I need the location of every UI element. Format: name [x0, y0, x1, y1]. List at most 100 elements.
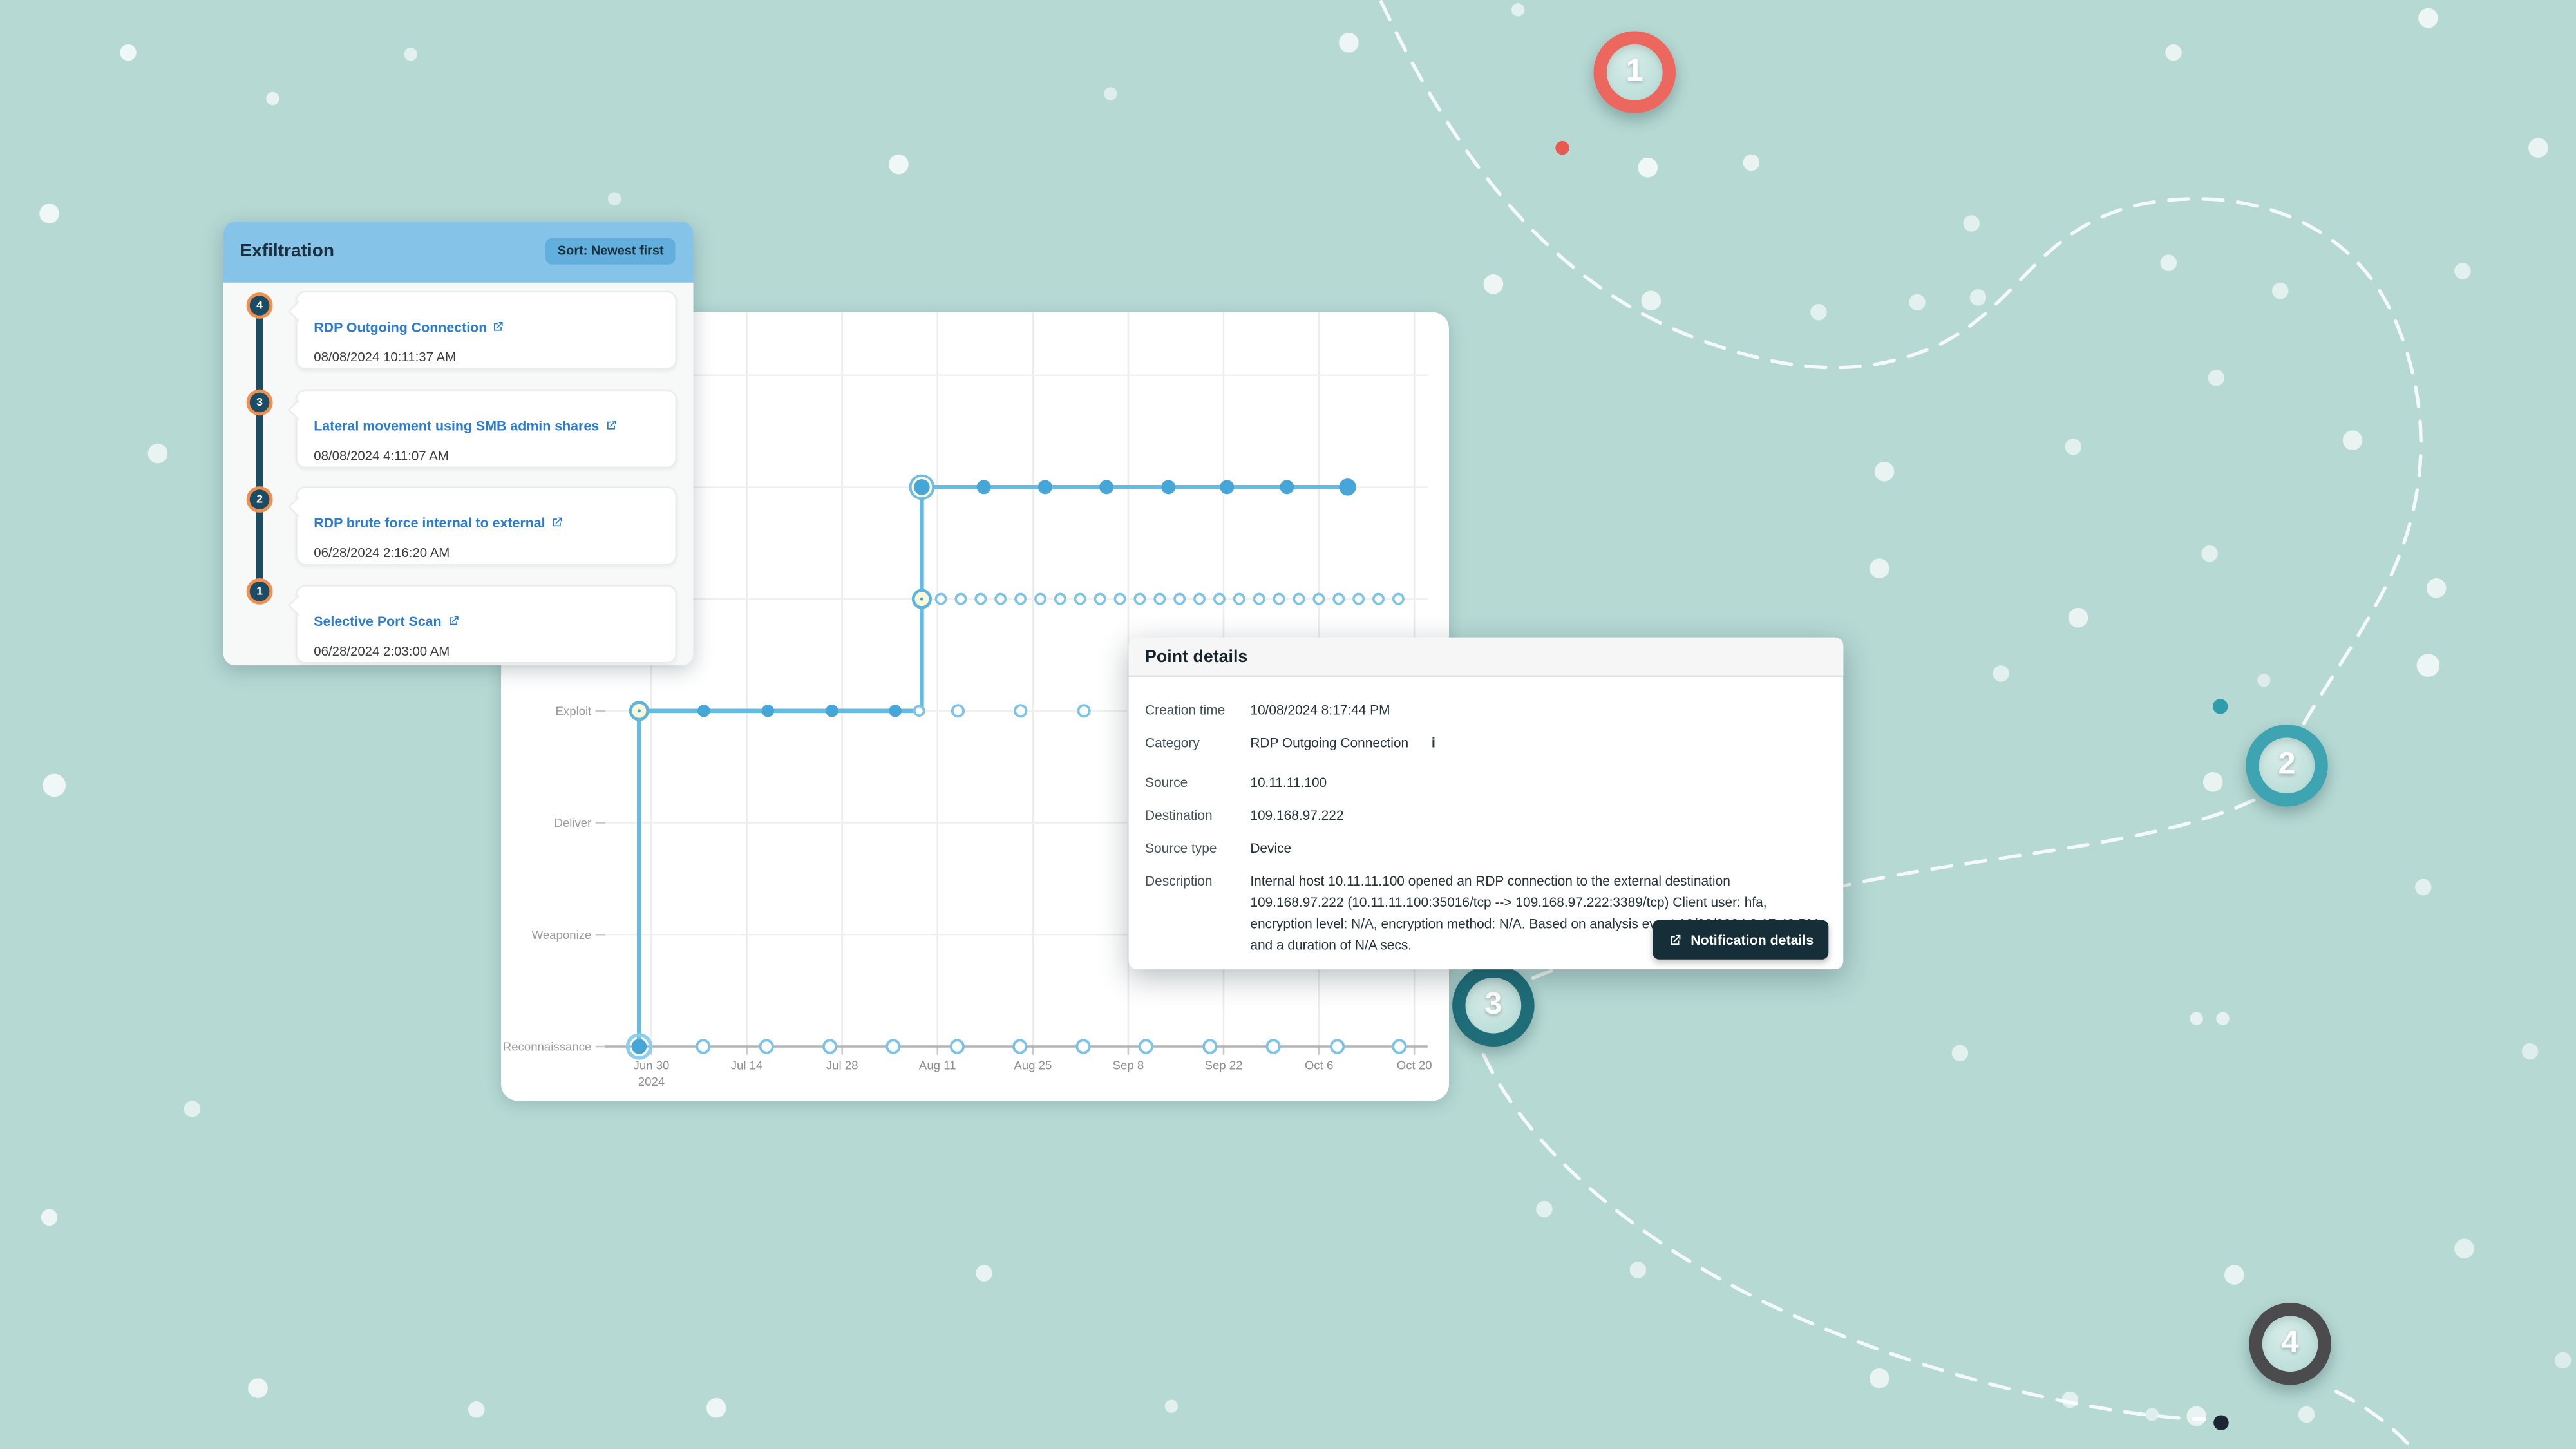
background-dot — [2257, 673, 2271, 687]
popup-title: Point details — [1145, 647, 1248, 667]
notification-timestamp: 06/28/2024 2:16:20 AM — [314, 545, 450, 560]
svg-text:Deliver: Deliver — [554, 816, 591, 829]
notification-link-label: Selective Port Scan — [314, 612, 442, 630]
chart-point-hollow — [1392, 1039, 1407, 1054]
dashed-path-decoration — [2334, 1390, 2415, 1449]
background-dot — [2416, 654, 2440, 677]
field-value: 10/08/2024 8:17:44 PM — [1250, 703, 1390, 718]
background-dot — [2414, 878, 2432, 896]
background-dot — [607, 192, 621, 205]
timeline-badge-1: 1 — [246, 578, 273, 605]
background-dot — [1810, 303, 1827, 321]
chart-point-hollow — [913, 705, 925, 717]
external-link-icon — [553, 517, 562, 527]
field-label: Category — [1145, 735, 1200, 751]
exfiltration-panel-header: Exfiltration Sort: Newest first — [223, 222, 694, 283]
chart-point-hollow — [994, 592, 1007, 605]
milestone-label: 2 — [2278, 747, 2296, 782]
notification-timestamp: 08/08/2024 10:11:37 AM — [314, 350, 457, 365]
chart-point-hollow — [1014, 704, 1028, 718]
chart-point-hollow — [1014, 592, 1027, 605]
background-dot — [43, 773, 66, 797]
milestone-2-badge: 2 — [2246, 724, 2328, 807]
chart-point-hollow — [949, 1039, 965, 1054]
notification-details-button-label: Notification details — [1690, 931, 1814, 948]
milestone-1-badge: 1 — [1593, 31, 1676, 114]
background-dot — [1870, 1368, 1889, 1388]
chart-point-hollow — [954, 592, 967, 605]
chart-point-solid — [1161, 480, 1176, 495]
background-dot — [889, 154, 909, 175]
chart-points[interactable] — [625, 474, 1407, 1060]
background-dot — [2342, 430, 2363, 450]
chart-point-hollow — [1372, 592, 1385, 605]
chart-point-hollow — [1330, 1039, 1345, 1054]
background-dot — [404, 47, 417, 61]
notification-link[interactable]: RDP brute force internal to external — [314, 514, 563, 531]
svg-text:Oct 20: Oct 20 — [1397, 1059, 1432, 1072]
chart-point-hollow — [1034, 592, 1046, 605]
background-dot — [1969, 289, 1987, 306]
background-dot — [41, 1209, 58, 1226]
timeline-item: Lateral movement using SMB admin shares … — [296, 389, 677, 469]
info-icon[interactable]: i — [1431, 734, 1435, 751]
chart-point-hollow — [1233, 592, 1245, 605]
milestone-4-badge: 4 — [2249, 1302, 2331, 1385]
background-dot — [1511, 3, 1525, 17]
notification-link-label: RDP Outgoing Connection — [314, 318, 488, 336]
panel-title: Exfiltration — [240, 241, 335, 261]
accent-dot — [2212, 699, 2228, 714]
chart-point-hollow — [974, 592, 987, 605]
field-label: Destination — [1145, 808, 1213, 824]
background-dot — [2216, 1012, 2230, 1025]
background-dot — [1870, 558, 1889, 578]
background-dot — [2061, 1391, 2079, 1408]
background-dot — [2165, 44, 2182, 61]
background-dot — [266, 91, 279, 106]
chart-point-hollow — [1312, 592, 1325, 605]
notification-link-label: RDP brute force internal to external — [314, 514, 545, 531]
background-dot — [706, 1397, 726, 1418]
notification-link[interactable]: Lateral movement using SMB admin shares — [314, 417, 617, 433]
field-label: Source type — [1145, 841, 1217, 857]
notification-link[interactable]: RDP Outgoing Connection — [314, 318, 505, 336]
background-dot — [2454, 263, 2471, 279]
background-dot — [2224, 1265, 2244, 1285]
sort-button[interactable]: Sort: Newest first — [546, 238, 676, 265]
background-dot — [147, 443, 168, 464]
chart-point-hollow — [1133, 592, 1146, 605]
chart-point-solid — [1220, 480, 1235, 495]
dashed-path-decoration — [1513, 798, 2256, 988]
chart-point-hollow — [934, 592, 947, 605]
background-dot — [976, 1265, 992, 1282]
background-dot — [184, 1101, 201, 1117]
selected-point-center — [637, 709, 641, 713]
background-dot — [2202, 772, 2223, 792]
svg-text:Weaponize: Weaponize — [532, 928, 592, 942]
notification-link[interactable]: Selective Port Scan — [314, 612, 459, 630]
chart-point-hollow — [1273, 592, 1285, 605]
background-dot — [248, 1378, 268, 1398]
chart-point-hollow — [1265, 1039, 1281, 1054]
svg-text:Aug 25: Aug 25 — [1014, 1059, 1052, 1072]
field-label: Description — [1145, 874, 1213, 889]
chart-point-hollow — [1012, 1039, 1028, 1054]
x-axis-tick-labels: Jun 30 2024 Jul 14 Jul 28 Aug 11 Aug 25 Sep 8 S… — [634, 1059, 1432, 1089]
chart-point-hollow — [822, 1039, 838, 1054]
chart-point-hollow — [1077, 704, 1091, 718]
field-value: RDP Outgoing Connection i — [1250, 733, 1826, 754]
notification-details-button[interactable]: Notification details — [1653, 920, 1829, 960]
kill-chain-chart[interactable]: Jun 30 2024 Jul 14 Jul 28 Aug 11 Aug 25 Sep 8 S… — [501, 312, 1449, 1101]
accent-dot — [1555, 140, 1569, 155]
chart-point-solid — [1037, 480, 1052, 495]
chart-point-hollow — [1075, 1039, 1091, 1054]
field-value: 10.11.11.100 — [1250, 775, 1327, 791]
selected-point — [631, 1039, 647, 1054]
chart-point-hollow — [1253, 592, 1265, 605]
accent-dot — [2213, 1415, 2229, 1430]
timeline-badge-3: 3 — [246, 389, 273, 416]
background-dot — [2190, 1012, 2203, 1025]
chart-point-hollow — [1113, 592, 1126, 605]
